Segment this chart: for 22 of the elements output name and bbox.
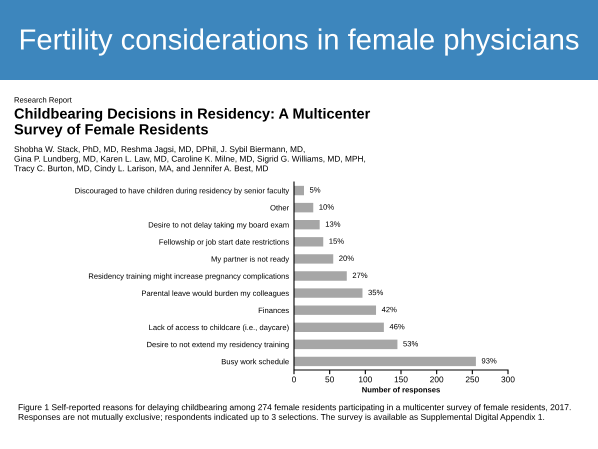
bar: [294, 288, 362, 298]
bar: [294, 186, 304, 196]
bar: [294, 305, 376, 315]
bar: [294, 356, 476, 366]
bar: [294, 322, 384, 332]
x-tick-label: 200: [430, 376, 444, 382]
bar: [294, 237, 324, 247]
x-tick-label: 0: [292, 376, 296, 382]
x-tick-label: 100: [359, 376, 372, 382]
bar: [294, 340, 398, 350]
chart-title: Fertility considerations in female physicians: [20, 28, 578, 56]
chart-subtitle: Childbearing Decisions in Residency: A Multicenter Survey of Female Residents: [14, 108, 370, 138]
bar: [294, 220, 320, 230]
x-tick-label: 50: [325, 376, 334, 382]
x-tick-label: 300: [501, 376, 515, 382]
bar: [294, 271, 347, 281]
x-tick-label: 250: [466, 376, 479, 382]
bar: [294, 202, 314, 212]
text: Shobha W. Stack, PhD, MD, Reshma Jagsi, MD, DPhil, J. Sybil Biermann, MD, Gina P. Lundberg, MD, Karen L. Law, MD, Caroline K. Milne, MD, Sigrid G. Williams, MD, MPH, Tracy C. Burton, MD, Cindy L. Larison, MA, and Jennifer A. Best, MD: [14, 146, 366, 173]
caption: Figure 1 Self-reported reasons for delaying childbearing among 274 female residents participating in a multicenter survey of female residents, 2017. Responses are not mutually exclusive; respondents indicated up to 3 selections. The survey is available as Supplemental Digital Appendix 1.: [18, 404, 571, 422]
bar: [294, 254, 334, 264]
x-tick-label: 150: [394, 376, 408, 382]
